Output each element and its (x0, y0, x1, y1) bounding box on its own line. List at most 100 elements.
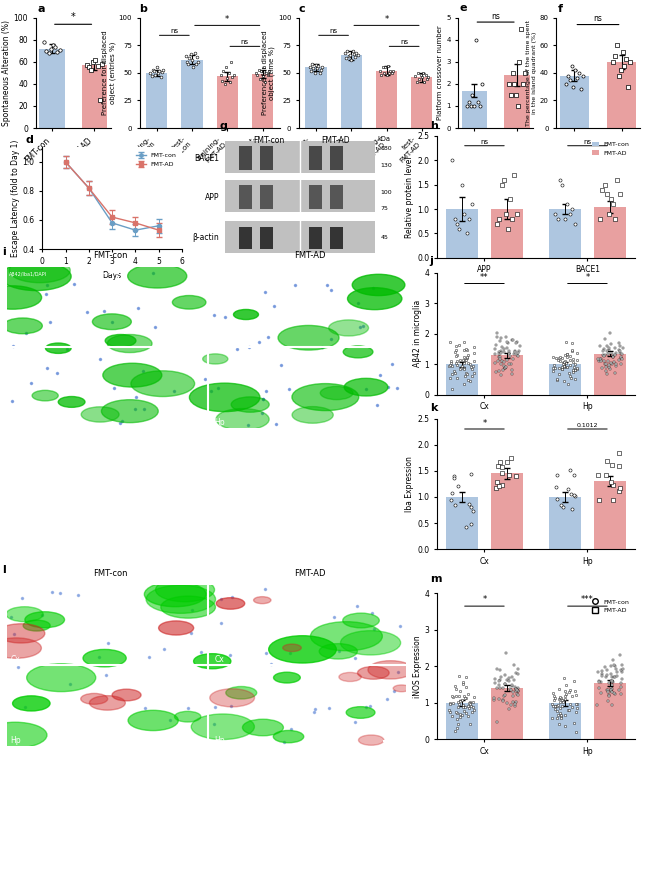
Point (183, 57, 193, 71)
Point (450, 366, 461, 380)
Point (555, 173, 566, 187)
Point (445, 696, 455, 710)
Point (514, 344, 524, 358)
Point (467, 362, 477, 376)
Circle shape (0, 638, 42, 658)
Point (493, 459, 504, 473)
Bar (228, 273, 308, 341)
Point (552, 699, 562, 713)
Point (567, 354, 578, 368)
Point (571, 706, 581, 720)
Point (494, 212, 504, 226)
Text: j: j (430, 256, 434, 266)
Point (553, 717, 564, 731)
Point (616, 658, 627, 672)
Y-axis label: Preference for displaced
object (entries %): Preference for displaced object (entries… (102, 31, 116, 115)
Text: e: e (460, 3, 467, 13)
Point (608, 478, 618, 492)
Point (507, 689, 517, 703)
Point (602, 343, 612, 358)
Point (454, 694, 465, 708)
Point (466, 500, 476, 514)
Point (463, 348, 473, 362)
Text: m: m (430, 575, 441, 585)
Point (596, 352, 606, 366)
Point (552, 373, 562, 387)
Text: *: * (585, 273, 590, 282)
Point (606, 698, 617, 713)
Point (593, 467, 604, 481)
Point (153, 65, 163, 79)
Point (552, 711, 563, 725)
Point (500, 677, 510, 691)
Circle shape (329, 320, 369, 336)
Point (508, 347, 519, 361)
Point (489, 342, 500, 356)
Circle shape (32, 390, 58, 401)
Circle shape (81, 693, 108, 705)
Circle shape (27, 664, 96, 691)
Point (567, 502, 577, 516)
Point (151, 60, 162, 74)
Text: FMT-AD: FMT-AD (320, 136, 350, 145)
Point (447, 486, 458, 500)
Point (514, 346, 524, 360)
Point (507, 363, 517, 377)
Y-axis label: Preference for displaced
object (time %): Preference for displaced object (time %) (261, 31, 275, 115)
Point (495, 334, 505, 348)
Point (380, 60, 391, 74)
Bar (38, 591, 118, 659)
Point (601, 683, 612, 698)
Point (445, 698, 455, 712)
Point (610, 212, 621, 226)
Text: 180: 180 (381, 146, 393, 151)
Point (459, 207, 469, 221)
Point (465, 697, 476, 711)
Point (603, 685, 614, 699)
Point (181, 49, 191, 64)
Point (447, 358, 458, 373)
Point (495, 673, 505, 687)
Point (491, 480, 501, 494)
Point (450, 498, 460, 512)
Bar (608, 62, 636, 128)
Bar (446, 497, 478, 549)
Point (462, 351, 473, 365)
Point (463, 698, 473, 713)
Point (263, 68, 273, 82)
Point (560, 719, 570, 733)
Point (461, 520, 471, 534)
Point (452, 371, 462, 385)
Circle shape (339, 673, 361, 682)
Point (499, 689, 510, 703)
Point (511, 695, 521, 709)
Point (489, 347, 500, 361)
Point (473, 94, 484, 109)
Y-axis label: Aβ42 in microglia: Aβ42 in microglia (413, 300, 421, 367)
Point (616, 663, 627, 677)
Point (603, 343, 614, 357)
Point (551, 699, 562, 713)
Point (556, 709, 566, 723)
Point (601, 364, 611, 378)
Point (457, 692, 467, 706)
Circle shape (3, 318, 42, 334)
Point (502, 696, 512, 710)
Point (603, 346, 613, 360)
Point (614, 683, 624, 698)
Text: Aβ42/Iba1/DAPI: Aβ42/Iba1/DAPI (8, 271, 47, 276)
Point (599, 177, 610, 192)
Point (594, 675, 604, 689)
Point (600, 332, 610, 346)
Text: Hp: Hp (10, 418, 21, 427)
Point (569, 216, 580, 230)
Point (553, 353, 564, 367)
Text: Hp: Hp (10, 736, 21, 745)
Bar (462, 90, 487, 128)
Point (558, 695, 568, 709)
Point (557, 362, 567, 376)
Point (606, 356, 616, 370)
Point (385, 64, 396, 78)
Point (605, 336, 616, 351)
Point (492, 326, 502, 340)
